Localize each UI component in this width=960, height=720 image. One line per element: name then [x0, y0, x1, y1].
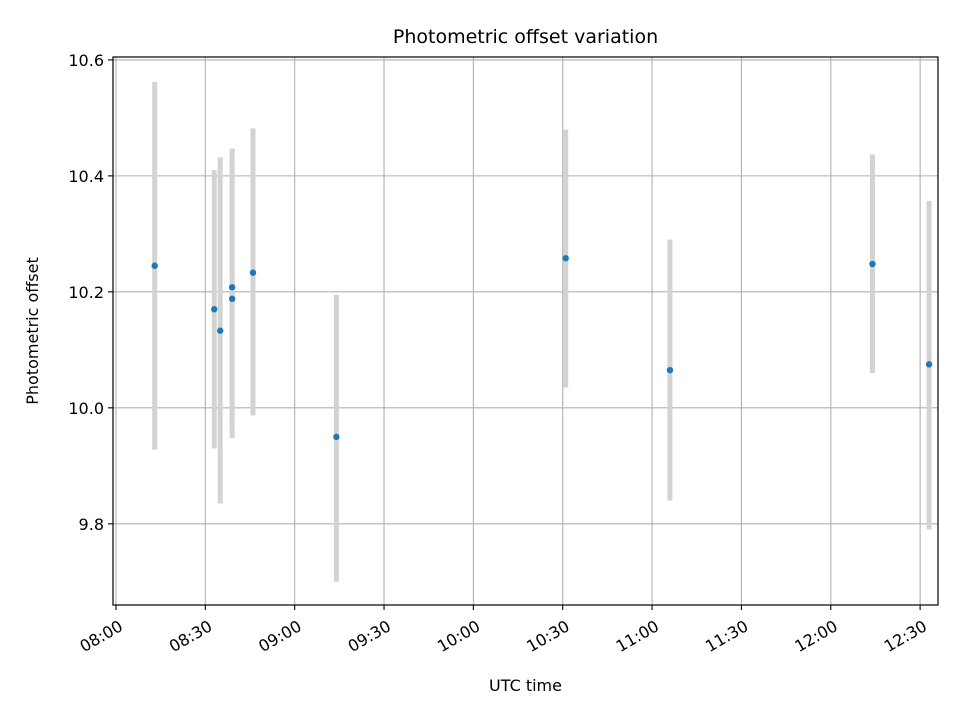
y-axis-ticks: 9.8 10.0 10.2 10.4 10.6 — [68, 51, 113, 534]
data-point — [869, 260, 876, 268]
data-point — [249, 269, 257, 276]
y-axis-label: Photometric offset — [23, 257, 42, 405]
plot-area-frame — [112, 56, 939, 606]
x-axis-label: UTC time — [489, 676, 562, 695]
data-point — [211, 306, 218, 313]
y-tick-label: 10.6 — [68, 51, 104, 70]
data-point — [228, 295, 236, 303]
data-point — [562, 255, 569, 262]
y-tick-label: 9.8 — [79, 515, 104, 534]
chart-title: Photometric offset variation — [393, 26, 658, 48]
data-point — [333, 433, 340, 441]
data-point — [666, 366, 674, 374]
data-points — [151, 255, 933, 441]
data-point — [217, 327, 224, 334]
data-point — [151, 262, 158, 269]
data-point — [228, 284, 236, 291]
y-tick-label: 10.2 — [68, 283, 104, 302]
data-point — [925, 361, 933, 368]
y-tick-label: 10.0 — [68, 399, 104, 418]
y-tick-label: 10.4 — [68, 167, 104, 186]
